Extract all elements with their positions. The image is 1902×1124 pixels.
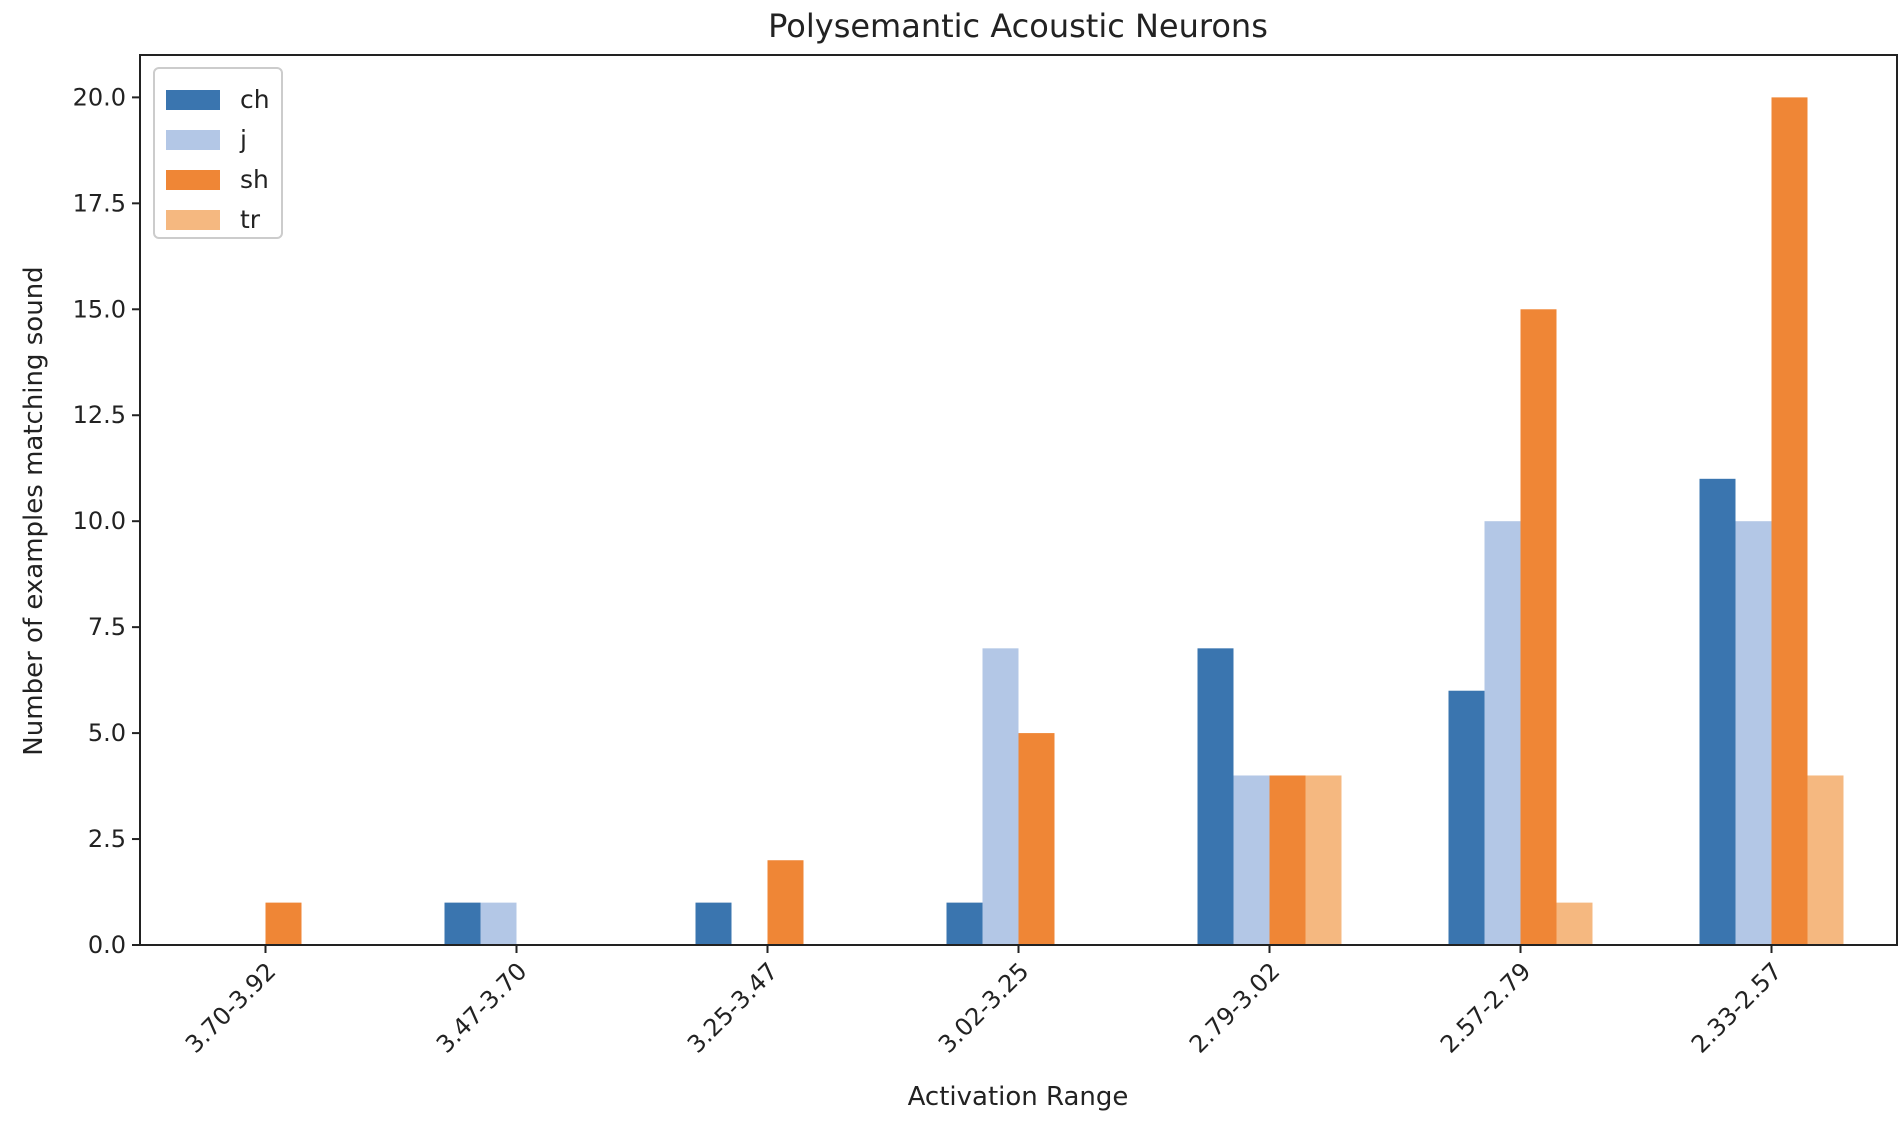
bar-sh-3 xyxy=(1018,733,1055,945)
legend-swatch-j xyxy=(166,130,220,150)
x-tick-label: 3.25-3.47 xyxy=(682,957,784,1059)
plot-frame xyxy=(139,54,1898,946)
bar-tr-4 xyxy=(1305,775,1342,945)
bar-ch-4 xyxy=(1197,648,1234,945)
y-tick-label: 12.5 xyxy=(73,401,126,429)
y-tick-label: 17.5 xyxy=(73,189,126,217)
legend-box xyxy=(153,67,283,239)
x-axis-label: Activation Range xyxy=(908,1082,1129,1112)
bar-sh-0 xyxy=(265,902,302,945)
y-tick-label: 0.0 xyxy=(88,931,126,959)
legend-label-sh: sh xyxy=(240,165,269,194)
y-tick-label: 7.5 xyxy=(88,613,126,641)
x-tick-label: 2.79-3.02 xyxy=(1184,957,1286,1059)
bar-ch-1 xyxy=(444,902,481,945)
bar-j-1 xyxy=(480,902,517,945)
bar-sh-2 xyxy=(767,860,804,945)
y-tick-label: 15.0 xyxy=(73,295,126,323)
bar-j-5 xyxy=(1484,521,1521,945)
y-axis-label: Number of examples matching sound xyxy=(19,266,49,755)
bar-sh-4 xyxy=(1269,775,1306,945)
x-tick-label: 2.33-2.57 xyxy=(1686,957,1788,1059)
legend-label-tr: tr xyxy=(240,205,261,234)
bar-j-6 xyxy=(1735,521,1772,945)
x-tick-label: 3.02-3.25 xyxy=(933,957,1035,1059)
bar-tr-6 xyxy=(1807,775,1844,945)
bar-ch-5 xyxy=(1448,690,1485,945)
bars-group xyxy=(265,97,1844,945)
y-axis: 0.0 2.5 5.0 7.5 10.0 12.5 15.0 17.5 20.0 xyxy=(73,83,140,959)
x-tick-label: 3.47-3.70 xyxy=(431,957,533,1059)
bar-j-4 xyxy=(1233,775,1270,945)
legend: ch j sh tr xyxy=(153,67,283,239)
bar-ch-3 xyxy=(946,902,983,945)
chart-title: Polysemantic Acoustic Neurons xyxy=(768,7,1268,45)
bar-sh-6 xyxy=(1771,97,1808,945)
bar-ch-6 xyxy=(1699,478,1736,945)
x-axis: 3.70-3.92 3.47-3.70 3.25-3.47 3.02-3.25 2.79… xyxy=(180,945,1788,1059)
x-tick-label: 3.70-3.92 xyxy=(180,957,282,1059)
y-tick-label: 2.5 xyxy=(88,825,126,853)
legend-swatch-tr xyxy=(166,210,220,230)
y-tick-label: 10.0 xyxy=(73,507,126,535)
bar-sh-5 xyxy=(1520,309,1557,945)
bar-ch-2 xyxy=(695,902,732,945)
legend-label-j: j xyxy=(239,125,247,154)
legend-swatch-ch xyxy=(166,90,220,110)
x-tick-label: 2.57-2.79 xyxy=(1435,957,1537,1059)
legend-swatch-sh xyxy=(166,170,220,190)
bar-j-3 xyxy=(982,648,1019,945)
y-tick-label: 20.0 xyxy=(73,83,126,111)
bar-tr-5 xyxy=(1556,902,1593,945)
y-tick-label: 5.0 xyxy=(88,719,126,747)
legend-label-ch: ch xyxy=(240,85,270,114)
